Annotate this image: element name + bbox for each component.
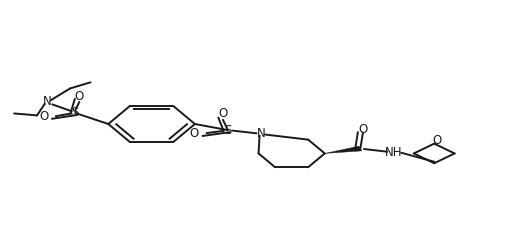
Polygon shape: [325, 146, 362, 154]
Text: O: O: [189, 127, 199, 140]
Text: NH: NH: [385, 146, 402, 159]
Text: O: O: [358, 123, 368, 136]
Text: O: O: [75, 90, 84, 103]
Text: N: N: [257, 127, 265, 140]
Text: N: N: [43, 95, 52, 108]
Text: S: S: [72, 106, 79, 120]
Text: O: O: [218, 107, 227, 120]
Text: O: O: [432, 134, 441, 147]
Text: O: O: [39, 110, 49, 123]
Text: S: S: [224, 124, 232, 137]
